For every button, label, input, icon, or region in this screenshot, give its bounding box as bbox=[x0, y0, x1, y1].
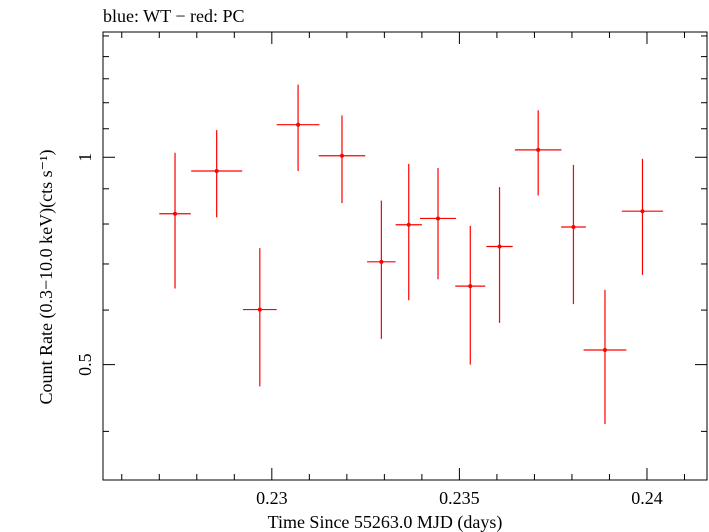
data-point bbox=[318, 115, 366, 204]
data-point-marker bbox=[640, 209, 645, 214]
y-axis-label: Count Rate (0.3−10.0 keV)(cts s⁻¹) bbox=[36, 149, 57, 404]
data-point-marker bbox=[436, 216, 441, 221]
data-point bbox=[561, 164, 586, 305]
data-point bbox=[455, 225, 486, 365]
data-point bbox=[621, 158, 664, 275]
chart-title: blue: WT − red: PC bbox=[103, 6, 244, 26]
data-point bbox=[191, 130, 243, 218]
data-point-marker bbox=[173, 211, 178, 216]
y-tick-label: 1 bbox=[75, 153, 95, 162]
data-point bbox=[420, 167, 457, 280]
data-point bbox=[242, 248, 277, 387]
data-point bbox=[583, 289, 627, 424]
data-point-marker bbox=[571, 225, 576, 230]
x-tick-label: 0.24 bbox=[631, 488, 663, 508]
data-point-marker bbox=[296, 122, 301, 127]
plot-frame bbox=[102, 31, 708, 481]
data-point bbox=[159, 152, 191, 289]
data-point-marker bbox=[379, 259, 384, 264]
data-point-marker bbox=[468, 284, 473, 289]
x-axis-label: Time Since 55263.0 MJD (days) bbox=[268, 512, 503, 532]
axis-ticks: 0.23 0.235 0.24 0.5 1 bbox=[75, 32, 707, 508]
data-point-marker bbox=[339, 153, 344, 158]
y-tick-label: 0.5 bbox=[75, 353, 95, 376]
x-tick-label: 0.23 bbox=[256, 488, 288, 508]
data-point-marker bbox=[214, 169, 219, 174]
data-point-marker bbox=[536, 147, 541, 152]
data-point bbox=[486, 187, 513, 323]
data-points bbox=[159, 84, 664, 424]
data-point-marker bbox=[257, 307, 262, 312]
data-point-marker bbox=[406, 222, 411, 227]
data-point bbox=[395, 163, 422, 301]
data-point bbox=[276, 84, 320, 172]
data-point-marker bbox=[602, 348, 607, 353]
x-tick-label: 0.235 bbox=[439, 488, 480, 508]
data-point bbox=[514, 110, 562, 196]
data-point-marker bbox=[497, 244, 502, 249]
data-point bbox=[367, 200, 396, 339]
